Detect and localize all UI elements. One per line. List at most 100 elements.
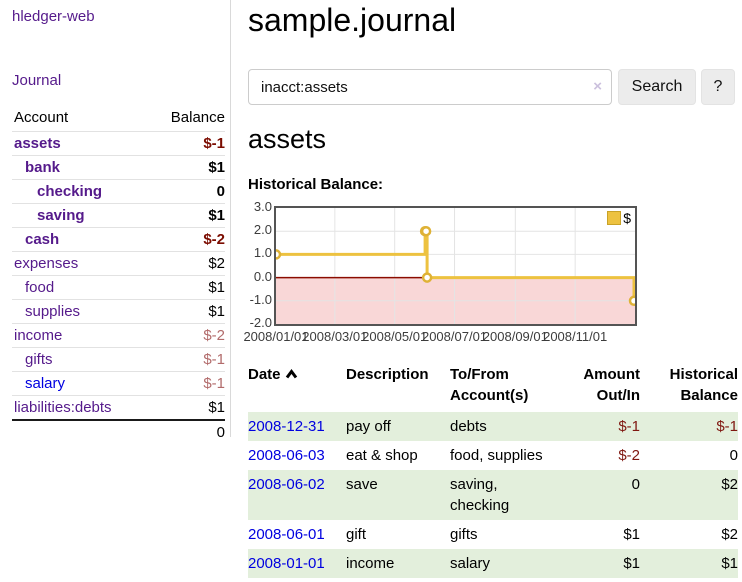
register-amount-cell: 0 (576, 470, 642, 520)
account-link[interactable]: gifts (25, 351, 53, 368)
brand-link[interactable]: hledger-web (12, 8, 95, 25)
account-row: income $-2 (12, 323, 225, 348)
total-balance: 0 (148, 419, 225, 444)
account-link[interactable]: expenses (14, 255, 79, 272)
register-date-link[interactable]: 2008-12-31 (248, 418, 325, 435)
x-axis-tick-label: 2008/11/01 (543, 329, 608, 344)
register-balance-cell: $2 (642, 470, 738, 520)
register-table: Date Description To/From Account(s) Amou… (248, 362, 738, 578)
account-balance: $1 (148, 275, 225, 300)
register-header-date[interactable]: Date (248, 362, 346, 412)
register-description-cell: income (346, 549, 450, 578)
account-link[interactable]: checking (37, 183, 103, 200)
sort-ascending-icon (285, 364, 298, 385)
account-cell: salary (12, 371, 149, 396)
accounts-header-row: Account Balance (12, 106, 225, 132)
register-amount-cell: $1 (623, 526, 640, 543)
register-date-link[interactable]: 2008-01-01 (248, 555, 325, 572)
register-header-balance: Historical Balance (669, 366, 738, 404)
search-field-wrap: × (248, 69, 612, 105)
register-accounts-cell: saving, checking (450, 470, 576, 520)
accounts-tbody: assets $-1 bank $1 checking 0 saving $1 cash $-2 e… (12, 131, 225, 420)
legend-label: $ (623, 210, 631, 226)
account-row: supplies $1 (12, 299, 225, 324)
register-description-cell: eat & shop (346, 447, 418, 464)
chart-plot-area: $ (274, 206, 637, 326)
account-balance: $-2 (148, 227, 225, 252)
register-row: 2008-06-01 gift gifts $1 $2 (248, 520, 738, 549)
account-column-header: Account (14, 109, 69, 126)
x-axis-tick-label: 2008/09/01 (482, 329, 548, 344)
account-balance: $2 (148, 251, 225, 276)
y-axis-tick-label: 0.0 (253, 268, 272, 284)
x-axis-tick-label: 2008/03/01 (302, 329, 368, 344)
account-row: bank $1 (12, 155, 225, 180)
account-cell: bank (12, 155, 149, 180)
account-row: liabilities:debts $1 (12, 395, 225, 420)
account-heading: assets (248, 124, 327, 154)
account-balance: $1 (148, 155, 225, 180)
account-row: checking 0 (12, 179, 225, 204)
account-row: gifts $-1 (12, 347, 225, 372)
account-link[interactable]: supplies (25, 303, 81, 320)
register-row: 2008-06-02 save saving, checking 0 $2 (248, 470, 738, 520)
account-balance: $-1 (148, 347, 225, 372)
search-button[interactable]: Search (618, 69, 696, 105)
register-date-cell: 2008-06-01 (248, 520, 346, 549)
accounts-total-row: 0 (12, 419, 225, 444)
account-link[interactable]: saving (37, 207, 85, 224)
search-input[interactable] (248, 69, 612, 105)
account-cell: checking (12, 179, 149, 204)
register-balance-cell: 0 (729, 447, 738, 464)
sidebar-item-journal[interactable]: Journal (12, 72, 62, 89)
account-link[interactable]: assets (14, 135, 61, 152)
page-title: sample.journal (248, 2, 457, 38)
account-cell: assets (12, 131, 149, 156)
account-link[interactable]: bank (25, 159, 61, 176)
register-date-link[interactable]: 2008-06-02 (248, 476, 325, 493)
register-tbody: 2008-12-31 pay off debts $-1 $-1 2008-06-03 ea… (248, 412, 738, 578)
register-description-cell: gift (346, 526, 367, 543)
clear-search-icon[interactable]: × (593, 78, 602, 95)
account-row: assets $-1 (12, 131, 225, 156)
account-row: salary $-1 (12, 371, 225, 396)
account-cell: gifts (12, 347, 149, 372)
account-row: food $1 (12, 275, 225, 300)
register-row: 2008-12-31 pay off debts $-1 $-1 (248, 412, 738, 441)
historical-balance-chart: $ 3.0 2.0 1.0 0.0 -1.0 -2.0 2008/01/01 2008/03/… (243, 199, 742, 350)
y-axis-tick-label: 1.0 (253, 245, 272, 261)
register-header-row: Date Description To/From Account(s) Amou… (248, 362, 738, 412)
account-link[interactable]: cash (25, 231, 60, 248)
register-date-cell: 2008-12-31 (248, 412, 346, 441)
legend-swatch-icon (607, 211, 622, 225)
account-cell: income (12, 323, 149, 348)
y-axis-tick-label: -2.0 (249, 315, 272, 330)
main-content: sample.journal × Search ? assets Histori… (243, 0, 742, 578)
x-axis-tick-label: 2008/01/01 (243, 329, 309, 344)
register-date-link[interactable]: 2008-06-03 (248, 447, 325, 464)
account-cell: expenses (12, 251, 149, 276)
account-cell: liabilities:debts (12, 395, 149, 420)
account-link[interactable]: salary (25, 375, 66, 392)
account-balance: $-1 (148, 371, 225, 396)
account-link[interactable]: income (14, 327, 63, 344)
account-link[interactable]: food (25, 279, 55, 296)
y-axis-tick-label: 3.0 (253, 199, 272, 214)
register-accounts-cell: debts (450, 412, 576, 441)
total-spacer (12, 419, 149, 444)
register-row: 2008-06-03 eat & shop food, supplies $-2 0 (248, 441, 738, 470)
register-row: 2008-01-01 income salary $1 $1 (248, 549, 738, 578)
register-date-cell: 2008-06-02 (248, 470, 346, 520)
register-date-cell: 2008-06-03 (248, 441, 346, 470)
account-row: cash $-2 (12, 227, 225, 252)
register-date-link[interactable]: 2008-06-01 (248, 526, 325, 543)
chart-legend: $ (607, 211, 631, 225)
account-cell: saving (12, 203, 149, 228)
account-cell: cash (12, 227, 149, 252)
chart-canvas (276, 208, 635, 324)
help-button[interactable]: ? (701, 69, 735, 105)
register-description-cell: save (346, 470, 450, 520)
accounts-table: Account Balance assets $-1 bank $1 checking 0… (12, 106, 225, 444)
register-balance-cell: $1 (642, 549, 738, 578)
account-link[interactable]: liabilities:debts (14, 399, 112, 416)
